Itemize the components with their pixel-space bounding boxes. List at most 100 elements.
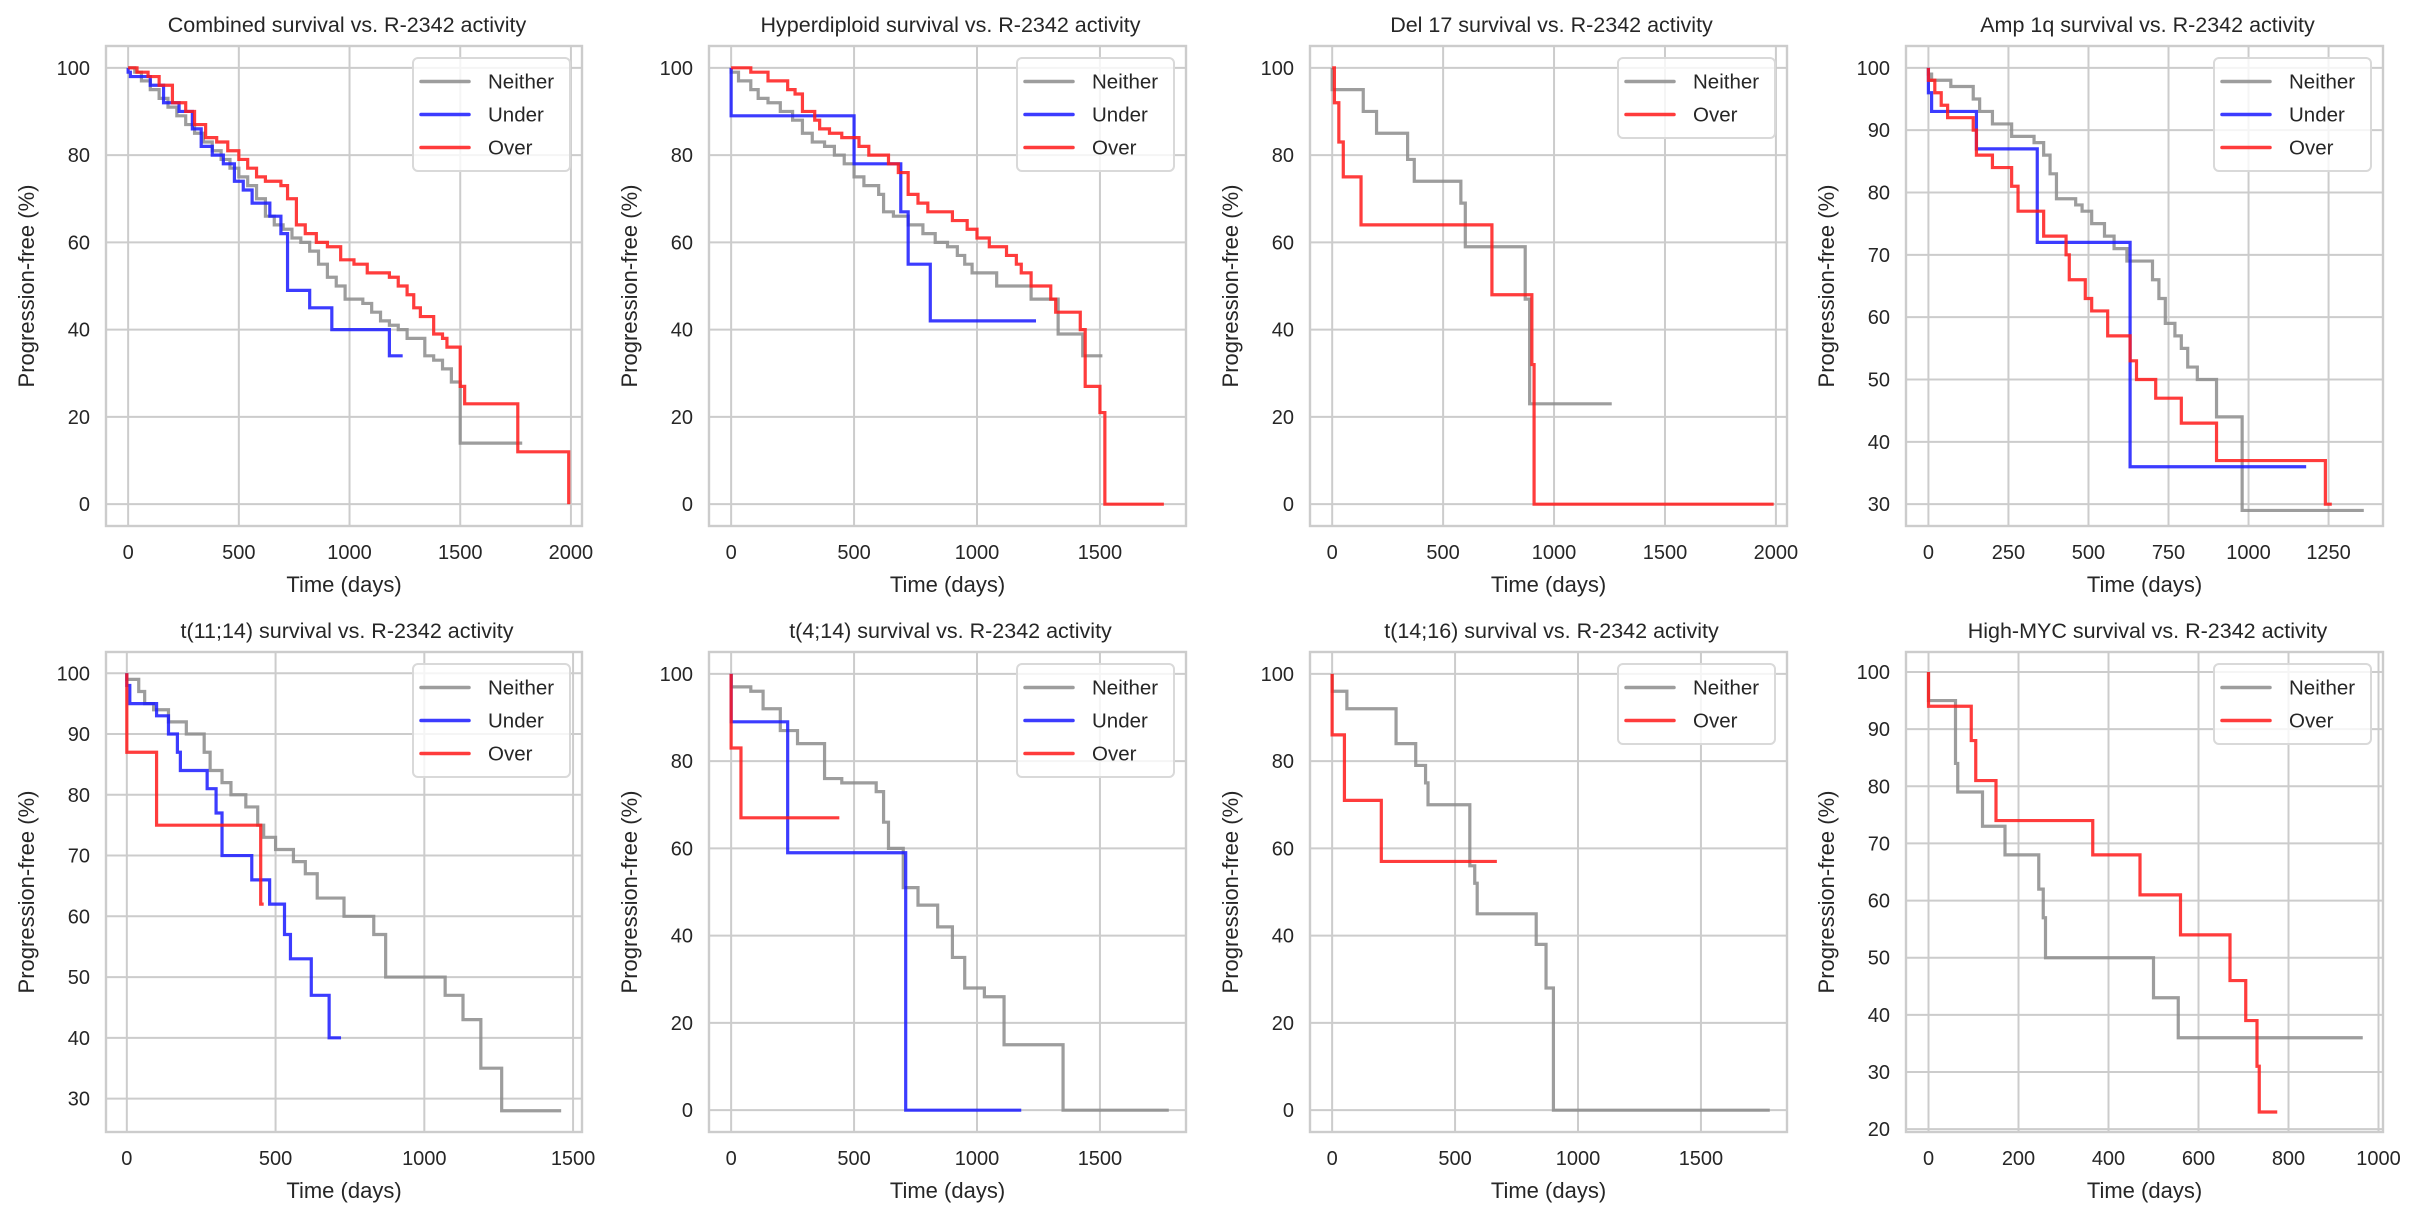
x-axis-label: Time (days) [1491,1178,1606,1203]
legend-box [412,57,571,172]
legend-box [2213,57,2372,172]
legend-box [2213,663,2372,745]
y-tick-label: 80 [1272,751,1294,773]
legend: Neither Under Over [412,57,571,172]
legend-label-under: Under [488,710,544,733]
axes-frame [1308,44,1789,528]
y-tick-label: 80 [671,145,693,167]
y-tick-label: 70 [1868,833,1890,855]
x-tick-label: 1000 [2226,542,2271,564]
legend-label-neither: Neither [2289,677,2355,700]
y-axis-label: Progression-free (%) [1814,791,1839,994]
chart-title: Del 17 survival vs. R-2342 activity [1390,13,1713,37]
x-tick-label: 0 [1327,542,1338,564]
series-neither-line [1330,67,1612,406]
y-tick-label: 40 [1272,926,1294,948]
y-tick-label: 60 [1868,891,1890,913]
legend-label-over: Over [2289,710,2334,733]
chart-panel-1: 0 500 1000 1500 0 20 40 60 80 100 Hyperdiploid sur… [617,13,1188,597]
chart-title: t(4;14) survival vs. R-2342 activity [789,619,1112,643]
y-tick-label: 40 [68,1028,90,1050]
x-tick-label: 1000 [955,1148,1000,1170]
x-tick-label: 0 [1923,542,1934,564]
series-over-line [1926,672,2278,1114]
legend-label-neither: Neither [1092,677,1158,700]
legend-box [412,663,571,778]
y-axis-label: Progression-free (%) [1814,185,1839,388]
chart-title: Amp 1q survival vs. R-2342 activity [1980,13,2315,37]
legend-label-under: Under [1092,104,1148,127]
legend: Neither Over [1617,663,1776,745]
y-tick-label: 70 [68,846,90,868]
y-tick-label: 40 [68,320,90,342]
chart-title: Hyperdiploid survival vs. R-2342 activit… [761,13,1141,37]
y-tick-label: 60 [1272,838,1294,860]
y-tick-label: 30 [1868,494,1890,516]
y-tick-label: 20 [1272,407,1294,429]
legend-label-neither: Neither [1693,677,1759,700]
y-axis-label: Progression-free (%) [617,185,642,388]
x-tick-label: 0 [1923,1148,1934,1170]
x-tick-label: 1500 [551,1148,596,1170]
chart-title: t(11;14) survival vs. R-2342 activity [181,619,514,643]
legend-box [1617,663,1776,745]
x-tick-label: 500 [837,1148,870,1170]
legend: Neither Over [1617,57,1776,139]
y-tick-label: 60 [671,232,693,254]
y-tick-label: 30 [1868,1062,1890,1084]
series-over-line [731,66,1164,506]
legend-label-over: Over [1693,710,1738,733]
x-axis-label: Time (days) [2087,572,2202,597]
axes-frame [707,44,1188,528]
y-tick-label: 90 [1868,120,1890,142]
x-tick-label: 1000 [1532,542,1577,564]
axes-frame [707,650,1188,1134]
x-tick-label: 1000 [327,542,372,564]
legend-box [1617,57,1776,139]
y-tick-label: 60 [1272,232,1294,254]
x-tick-label: 1500 [1643,542,1688,564]
x-tick-label: 1000 [2356,1148,2401,1170]
x-tick-label: 1000 [955,542,1000,564]
legend: Neither Under Over [412,663,571,778]
x-tick-label: 500 [1438,1148,1471,1170]
series-over-line [729,673,840,820]
chart-panel-6: 0 500 1000 1500 0 20 40 60 80 100 t(14;16) surviva… [1218,619,1789,1203]
y-axis-label: Progression-free (%) [617,791,642,994]
series-over-line [1926,67,2332,506]
legend-label-neither: Neither [488,71,554,94]
legend-label-under: Under [2289,104,2345,127]
y-tick-label: 90 [68,724,90,746]
legend: Neither Under Over [2213,57,2372,172]
series-neither-line [125,673,562,1113]
y-tick-label: 60 [68,232,90,254]
legend-label-neither: Neither [1092,71,1158,94]
legend: Neither Under Over [1016,663,1175,778]
series-neither-line [1926,67,2364,513]
series-neither-line [1926,672,2363,1040]
y-tick-label: 60 [68,906,90,928]
legend: Neither Over [2213,663,2372,745]
y-tick-label: 30 [68,1089,90,1111]
legend-label-neither: Neither [2289,71,2355,94]
x-tick-label: 250 [1992,542,2025,564]
axes-frame [1904,650,2385,1134]
series-under-line [125,673,342,1040]
series-over-line [125,673,264,906]
y-tick-label: 100 [1857,662,1890,684]
x-tick-label: 1500 [1078,542,1123,564]
y-axis-label: Progression-free (%) [14,791,39,994]
x-tick-label: 500 [2072,542,2105,564]
y-tick-label: 40 [671,320,693,342]
y-tick-label: 70 [1868,245,1890,267]
x-tick-label: 1250 [2306,542,2351,564]
x-axis-label: Time (days) [890,572,1005,597]
chart-panel-2: 0 500 1000 1500 2000 0 20 40 60 80 100 Del 17 survi… [1218,13,1798,597]
x-tick-label: 750 [2152,542,2185,564]
chart-panel-0: 0 500 1000 1500 2000 0 20 40 60 80 100 Combined sur… [14,13,593,597]
x-axis-label: Time (days) [2087,1178,2202,1203]
y-tick-label: 100 [57,58,90,80]
y-tick-label: 40 [1272,320,1294,342]
y-tick-label: 80 [1868,182,1890,204]
